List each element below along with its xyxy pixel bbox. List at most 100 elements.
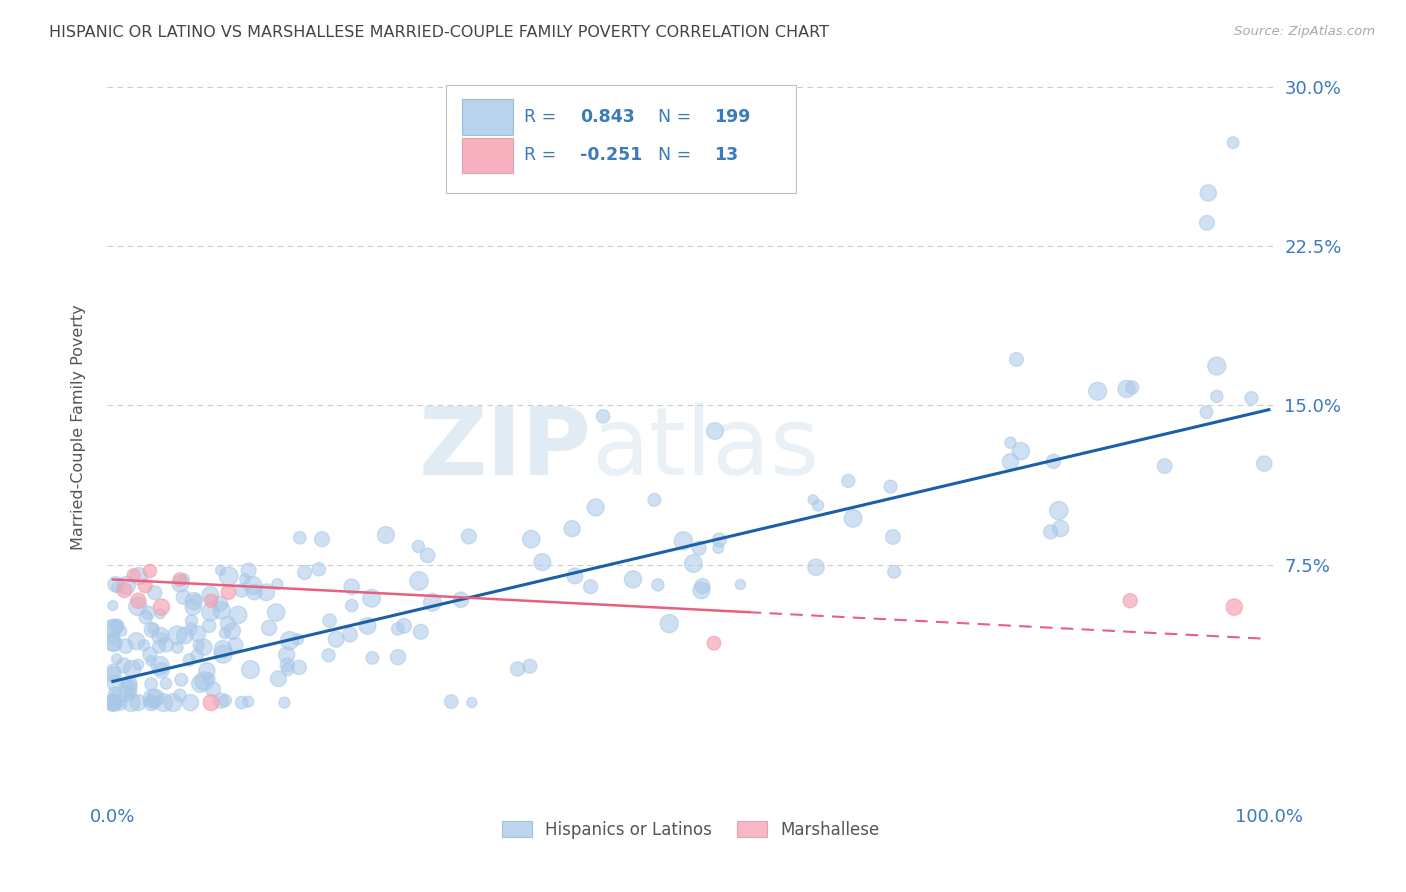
Point bbox=[141, 696, 163, 710]
Point bbox=[1042, 454, 1064, 468]
Point bbox=[101, 622, 124, 636]
Point bbox=[254, 585, 277, 599]
Point bbox=[105, 619, 128, 633]
Point bbox=[672, 533, 695, 548]
Point bbox=[257, 621, 280, 635]
Text: N =: N = bbox=[658, 108, 697, 126]
Point bbox=[339, 627, 361, 641]
Point bbox=[506, 662, 529, 676]
Text: R =: R = bbox=[524, 146, 561, 164]
Point bbox=[101, 665, 124, 679]
Point bbox=[882, 530, 904, 544]
Text: 0.843: 0.843 bbox=[579, 108, 634, 126]
Point bbox=[692, 579, 714, 593]
Point bbox=[209, 694, 232, 708]
Point bbox=[200, 605, 222, 619]
Point bbox=[214, 626, 236, 640]
Point bbox=[218, 569, 240, 583]
Point bbox=[1153, 458, 1175, 473]
Text: R =: R = bbox=[524, 108, 561, 126]
Point bbox=[294, 566, 316, 580]
Point bbox=[200, 588, 222, 602]
Point bbox=[101, 621, 124, 635]
Point bbox=[217, 585, 239, 599]
Point bbox=[519, 659, 541, 673]
Point bbox=[103, 632, 125, 646]
Point bbox=[801, 492, 824, 507]
Point bbox=[703, 636, 725, 650]
Point bbox=[239, 663, 262, 677]
Point bbox=[166, 640, 188, 655]
Point bbox=[682, 557, 704, 571]
Text: HISPANIC OR LATINO VS MARSHALLESE MARRIED-COUPLE FAMILY POVERTY CORRELATION CHAR: HISPANIC OR LATINO VS MARSHALLESE MARRIE… bbox=[49, 25, 830, 40]
Point bbox=[117, 678, 139, 692]
Point bbox=[1197, 186, 1219, 200]
Text: atlas: atlas bbox=[592, 403, 820, 495]
Point bbox=[1222, 136, 1244, 150]
FancyBboxPatch shape bbox=[463, 137, 513, 173]
Point bbox=[183, 594, 205, 608]
Point bbox=[1121, 380, 1143, 394]
Point bbox=[1005, 352, 1028, 367]
Point bbox=[1195, 216, 1218, 230]
Point bbox=[180, 696, 202, 710]
Point bbox=[1047, 503, 1070, 517]
Point bbox=[360, 591, 382, 606]
Point bbox=[148, 640, 170, 654]
Point bbox=[277, 662, 299, 676]
Point bbox=[1049, 521, 1071, 535]
Point bbox=[195, 664, 218, 678]
Point bbox=[105, 652, 128, 666]
Point bbox=[202, 682, 225, 697]
FancyBboxPatch shape bbox=[463, 99, 513, 135]
Point bbox=[112, 658, 135, 673]
Point bbox=[318, 648, 340, 663]
Point bbox=[1195, 405, 1218, 419]
Point bbox=[273, 696, 295, 710]
Point bbox=[105, 581, 128, 595]
Point bbox=[128, 569, 150, 583]
Point bbox=[150, 663, 173, 677]
Point bbox=[688, 541, 710, 555]
Point bbox=[1119, 593, 1142, 607]
Point bbox=[149, 607, 172, 621]
Point bbox=[221, 624, 243, 638]
Point bbox=[690, 583, 713, 598]
Point bbox=[647, 578, 669, 592]
Point bbox=[226, 607, 249, 622]
Point bbox=[276, 658, 298, 673]
Point bbox=[198, 619, 221, 633]
Text: 199: 199 bbox=[714, 108, 751, 126]
Point bbox=[1039, 524, 1062, 539]
Legend: Hispanics or Latinos, Marshallese: Hispanics or Latinos, Marshallese bbox=[495, 814, 886, 846]
Point bbox=[181, 600, 204, 615]
Point bbox=[585, 500, 607, 515]
Point bbox=[101, 696, 124, 710]
Point bbox=[387, 650, 409, 665]
Point bbox=[264, 606, 287, 620]
Point bbox=[132, 638, 155, 652]
Point bbox=[408, 540, 430, 554]
Point bbox=[115, 578, 138, 592]
Point bbox=[266, 577, 288, 591]
Point bbox=[1087, 384, 1109, 399]
Point bbox=[1205, 389, 1227, 403]
Point bbox=[127, 657, 149, 672]
Point bbox=[141, 691, 163, 706]
Point bbox=[174, 628, 197, 642]
Point bbox=[103, 667, 125, 681]
Point bbox=[101, 696, 124, 710]
Point bbox=[1223, 600, 1246, 615]
Point bbox=[169, 573, 191, 587]
Point bbox=[155, 638, 177, 652]
Point bbox=[200, 696, 222, 710]
Point bbox=[104, 676, 127, 690]
Point bbox=[658, 616, 681, 631]
Point bbox=[127, 696, 149, 710]
Point bbox=[238, 564, 260, 578]
Point bbox=[288, 531, 311, 545]
Point bbox=[118, 676, 141, 690]
Point bbox=[107, 696, 129, 710]
Point bbox=[440, 695, 463, 709]
Point bbox=[643, 492, 665, 507]
